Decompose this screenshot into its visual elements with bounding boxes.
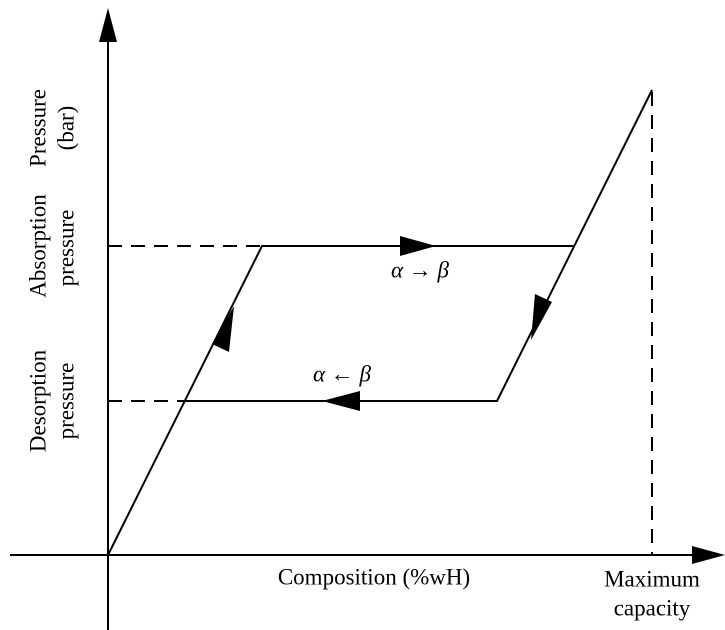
arrow-right — [400, 236, 436, 256]
arrow-left — [322, 391, 360, 411]
desorption-label: Desorption — [25, 349, 50, 452]
x-axis-arrow — [692, 546, 725, 564]
max-capacity-label: Maximum — [604, 566, 700, 591]
y-axis-label: Pressure — [25, 89, 50, 167]
desorption-path — [186, 89, 653, 402]
y-axis-arrow — [99, 8, 117, 42]
arrow-down — [531, 294, 552, 340]
max-capacity-label: capacity — [614, 595, 691, 620]
x-axis-label: Composition (%wH) — [278, 564, 470, 589]
backward-transition: α ← β — [313, 361, 372, 386]
arrow-up — [212, 306, 234, 352]
forward-transition: α → β — [391, 257, 450, 282]
absorption-label: pressure — [53, 210, 78, 287]
y-axis-label: (bar) — [53, 106, 78, 151]
absorption-path — [107, 245, 574, 556]
desorption-label: pressure — [53, 363, 78, 440]
absorption-label: Absorption — [25, 194, 50, 298]
